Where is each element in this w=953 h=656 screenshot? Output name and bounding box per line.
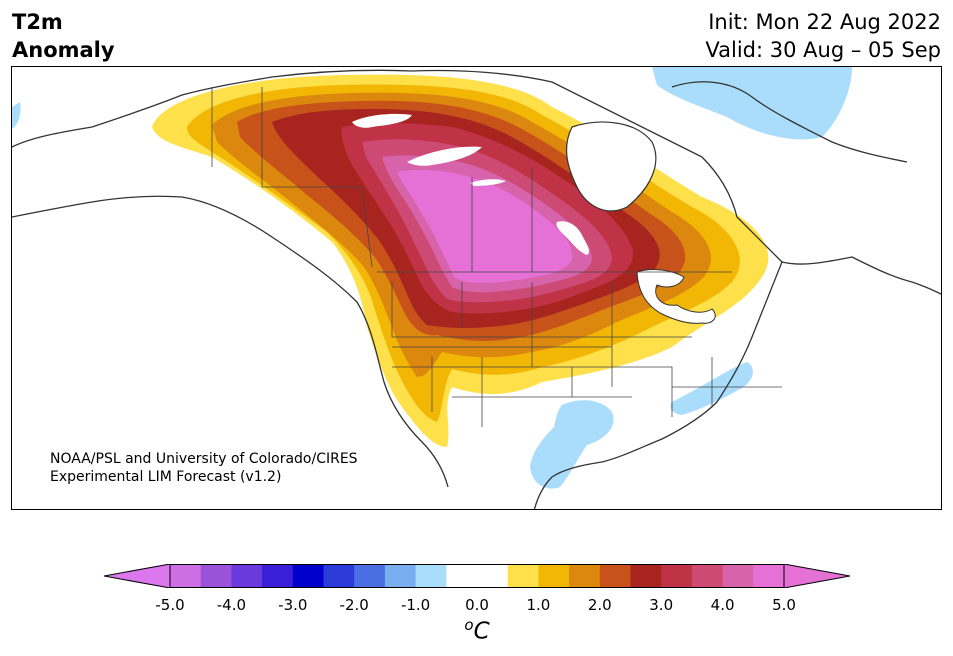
colorbar-bin [507,564,539,588]
colorbar-bin [323,564,355,588]
colorbar-tick-label: 1.0 [526,596,551,614]
cool-anomaly-texas [530,400,614,489]
lake-great-bear [352,113,412,128]
forecast-dates: Init: Mon 22 Aug 2022 Valid: 30 Aug – 05… [705,8,941,64]
lake-great-slave [407,146,482,166]
init-date: Init: Mon 22 Aug 2022 [708,10,941,34]
hudson-bay [566,121,657,212]
colorbar-tick-label: 4.0 [710,596,735,614]
credit-text: NOAA/PSL and University of Colorado/CIRE… [50,450,358,486]
colorbar-bin [231,564,263,588]
valid-date: Valid: 30 Aug – 05 Sep [705,38,941,62]
credit-line-1: NOAA/PSL and University of Colorado/CIRE… [50,451,358,467]
colorbar [104,564,850,588]
colorbar-bin [384,564,417,588]
colorbar-tick-label: -4.0 [216,596,247,614]
map-canvas [12,67,941,509]
colorbar-ticks: -5.0 -4.0 -3.0 -2.0 -1.0 0.0 1.0 2.0 3.0 4.0 5.0 [0,596,953,616]
colorbar-bin [292,564,324,588]
colorbar-under-extension [104,564,171,588]
colorbar-bin [538,564,570,588]
lake-athabasca [470,179,506,186]
colorbar-bin [477,564,509,588]
cool-anomaly-greenland [652,67,852,140]
great-lakes [636,269,716,324]
lake-winnipeg [556,221,590,255]
anomaly-contour-9 [397,169,573,283]
colorbar-tick-label: 2.0 [587,596,612,614]
colorbar-bin [630,564,662,588]
colorbar-bin [691,564,724,588]
colorbar-bin [599,564,631,588]
colorbar-over-extension [783,564,850,588]
colorbar-tick-label: 0.0 [465,596,489,614]
title-line-2: Anomaly [12,38,115,62]
coastlines [12,69,941,509]
colorbar-bin [354,564,386,588]
title-line-1: T2m [12,10,63,34]
colorbar-bin [661,564,693,588]
colorbar-tick-label: 5.0 [772,596,796,614]
colorbar-tick-label: -2.0 [339,596,369,614]
colorbar-bin [446,564,478,588]
colorbar-bin [262,564,294,588]
colorbar-bin [753,564,785,588]
colorbar-bin [722,564,754,588]
colorbar-tick-label: -3.0 [278,596,308,614]
colorbar-unit: oC [464,616,490,645]
cool-anomaly-pacific [12,102,21,129]
colorbar-tick-label: 3.0 [649,596,674,614]
political-borders [211,87,782,427]
colorbar-tick-label: -5.0 [155,596,185,614]
credit-line-2: Experimental LIM Forecast (v1.2) [50,469,282,485]
colorbar-frame [169,564,785,588]
map-title: T2m Anomaly [12,8,115,64]
anomaly-map: NOAA/PSL and University of Colorado/CIRE… [11,66,942,510]
colorbar-bin [415,564,447,588]
colorbar-bin [200,564,232,588]
colorbar-tick-label: -1.0 [400,596,431,614]
colorbar-bin [170,564,202,588]
colorbar-bin [569,564,601,588]
